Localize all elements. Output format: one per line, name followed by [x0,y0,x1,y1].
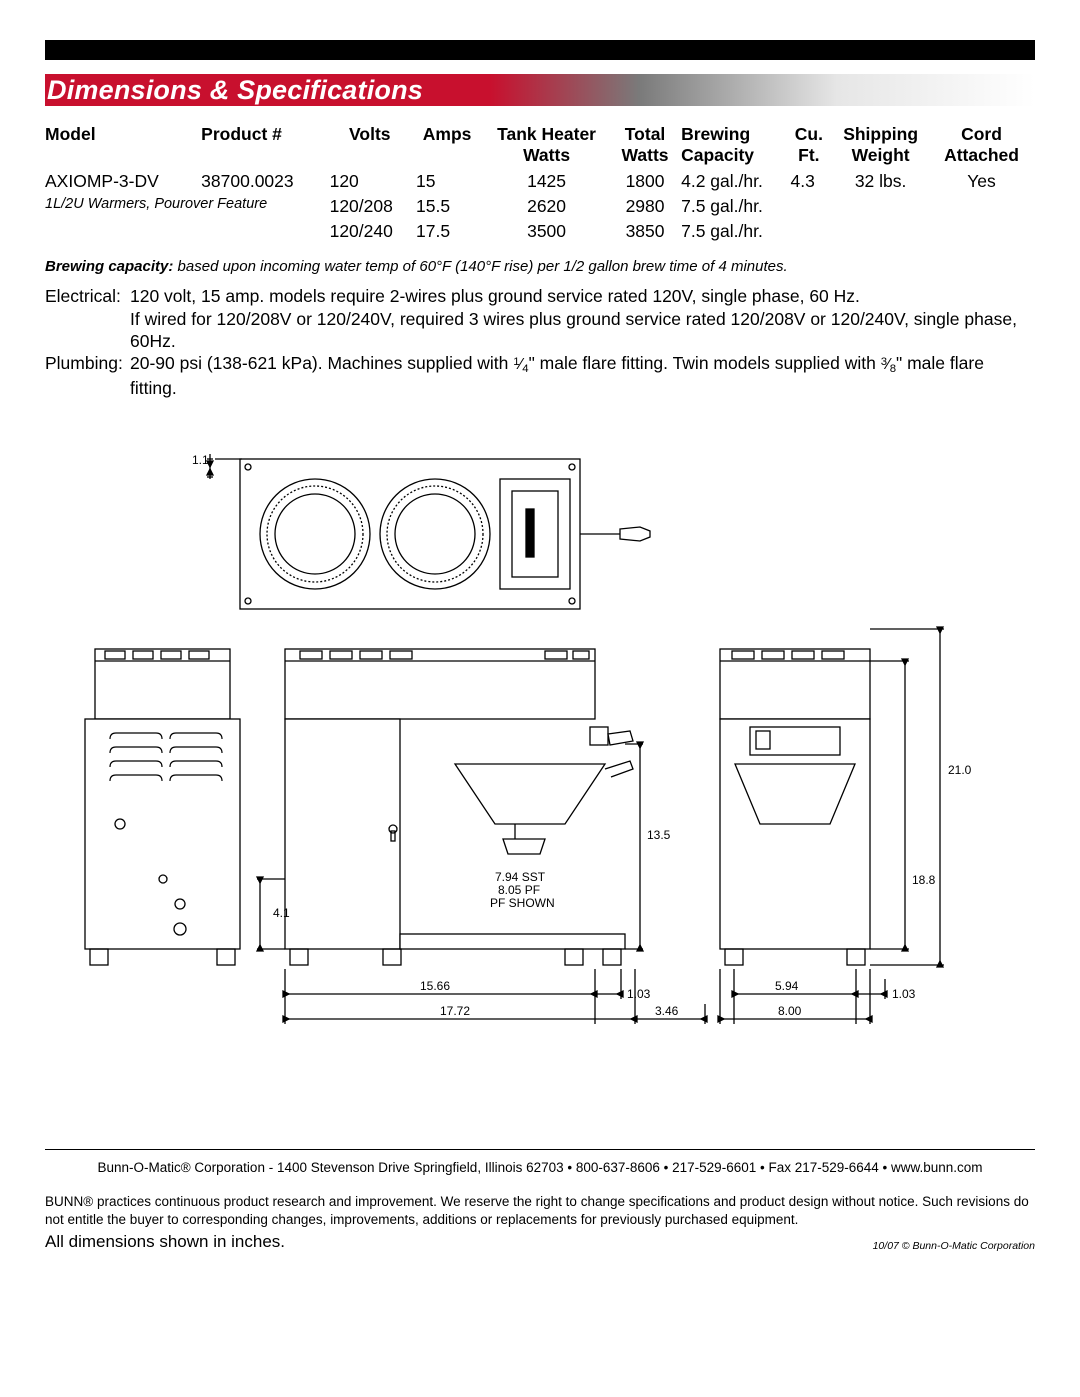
dim-594: 5.94 [775,979,799,993]
technical-diagram: 1.1 [45,429,1035,1109]
cell-sw: 32 lbs. [833,170,934,195]
th-model: Model [45,124,201,170]
note-key-plumbing: Plumbing: [45,352,130,399]
capacity-note: Brewing capacity: based upon incoming wa… [45,258,1035,275]
th-bc: BrewingCapacity [681,124,790,170]
dim-pf: PF SHOWN [490,896,555,910]
spec-table: Model Product # Volts Amps Tank HeaterWa… [45,124,1035,244]
th-tw: TotalWatts [615,124,681,170]
dim-1566: 15.66 [420,979,450,993]
th-cuft: Cu.Ft. [791,124,834,170]
th-amps: Amps [416,124,484,170]
th-volts: Volts [330,124,416,170]
cell-model: AXIOMP-3-DV [45,170,201,195]
cell-tw: 3850 [615,220,681,245]
cell-amps: 17.5 [416,220,484,245]
cell-amps: 15 [416,170,484,195]
cell-tw: 1800 [615,170,681,195]
dim-135: 13.5 [647,828,671,842]
cell-volts: 120 [330,170,416,195]
cell-cord: Yes [934,170,1035,195]
table-header-row: Model Product # Volts Amps Tank HeaterWa… [45,124,1035,170]
cell-model-note: 1L/2U Warmers, Pourover Feature [45,195,330,220]
dim-800: 8.00 [778,1004,802,1018]
th-cord: CordAttached [934,124,1035,170]
note-val-electrical: 120 volt, 15 amp. models require 2-wires… [130,285,1035,352]
dim-794: 7.94 SST [495,870,546,884]
dim-4-1: 4.1 [273,906,290,920]
th-thw: Tank HeaterWatts [484,124,615,170]
dimensions-note: All dimensions shown in inches. [45,1232,285,1252]
bottom-row: All dimensions shown in inches. 10/07 © … [45,1232,1035,1252]
cell-bc: 7.5 gal./hr. [681,195,790,220]
dim-188: 18.8 [912,873,936,887]
dim-210: 21.0 [948,763,972,777]
table-row: AXIOMP-3-DV 38700.0023 120 15 1425 1800 … [45,170,1035,195]
dim-1-1: 1.1 [192,453,209,467]
cell-product: 38700.0023 [201,170,329,195]
capacity-note-text: based upon incoming water temp of 60°F (… [178,258,788,275]
cell-bc: 7.5 gal./hr. [681,220,790,245]
cell-volts: 120/208 [330,195,416,220]
tech-notes: Electrical: 120 volt, 15 amp. models req… [45,285,1035,399]
table-row: 1L/2U Warmers, Pourover Feature 120/208 … [45,195,1035,220]
capacity-note-label: Brewing capacity: [45,258,173,275]
copyright: 10/07 © Bunn-O-Matic Corporation [873,1240,1035,1252]
cell-thw: 1425 [484,170,615,195]
dim-1772: 17.72 [440,1004,470,1018]
cell-tw: 2980 [615,195,681,220]
note-val-plumbing: 20-90 psi (138-621 kPa). Machines suppli… [130,352,1035,399]
dim-805: 8.05 PF [498,883,540,897]
title-band: Dimensions & Specifications [45,74,1035,106]
cell-cuft: 4.3 [791,170,834,195]
note-key-electrical: Electrical: [45,285,130,352]
diagram-svg: 1.1 [45,429,1035,1109]
table-row: 120/240 17.5 3500 3850 7.5 gal./hr. [45,220,1035,245]
page-title: Dimensions & Specifications [47,75,423,106]
cell-thw: 3500 [484,220,615,245]
dim-346: 3.46 [655,1004,679,1018]
th-sw: ShippingWeight [833,124,934,170]
dim-103b: 1.03 [892,987,916,1001]
dim-103: 1.03 [627,987,651,1001]
footer-address: Bunn-O-Matic® Corporation - 1400 Stevens… [45,1149,1035,1175]
th-product: Product # [201,124,329,170]
cell-thw: 2620 [484,195,615,220]
cell-bc: 4.2 gal./hr. [681,170,790,195]
cell-volts: 120/240 [330,220,416,245]
cell-amps: 15.5 [416,195,484,220]
disclaimer: BUNN® practices continuous product resea… [45,1193,1035,1228]
top-black-bar [45,40,1035,60]
